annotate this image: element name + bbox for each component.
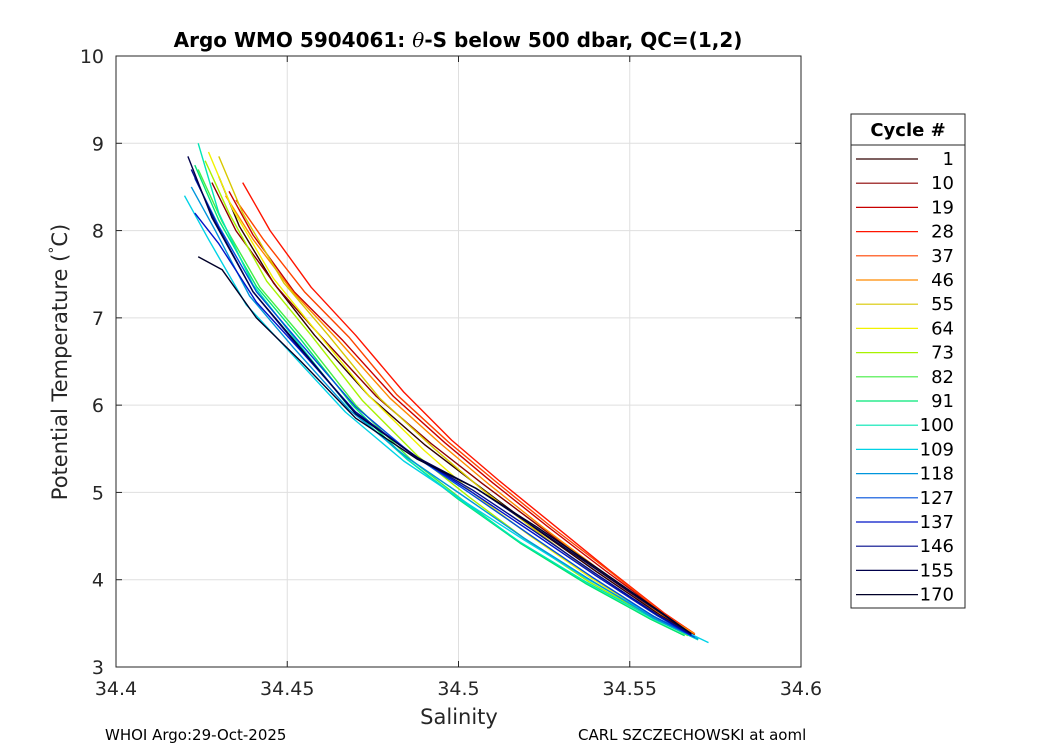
legend-label-cycle-64: 64: [931, 318, 954, 339]
legend-label-cycle-37: 37: [931, 246, 954, 267]
series-line-cycle-19: [228, 190, 696, 635]
series-line-cycle-155: [187, 156, 692, 635]
y-tick-label: 7: [92, 308, 104, 330]
series-line-cycle-28: [242, 182, 696, 635]
series-lines: [183, 143, 709, 644]
legend-items: 1 10 19 28 37 46 55 64 73 82 91 100 109 118 127 137 146 1…: [856, 149, 954, 606]
legend-label-cycle-100: 100: [920, 415, 954, 436]
legend-label-cycle-82: 82: [931, 367, 954, 388]
legend-label-cycle-155: 155: [920, 560, 954, 581]
legend-label-cycle-19: 19: [931, 197, 954, 218]
x-tick-label: 34.5: [437, 678, 479, 700]
legend-label-cycle-109: 109: [920, 439, 954, 460]
series-line-cycle-170: [197, 256, 692, 635]
legend-label-cycle-1: 1: [943, 149, 954, 170]
x-tick-label: 34.45: [260, 678, 314, 700]
x-axis-label: Salinity: [420, 705, 498, 729]
legend-title: Cycle #: [870, 120, 945, 141]
legend: Cycle # 1 10 19 28 37 46 55 64 73 82 91 100 109 118 12…: [850, 113, 966, 609]
chart-title: Argo WMO 5904061: θ-S below 500 dbar, QC…: [174, 28, 743, 52]
footer-left: WHOI Argo:29-Oct-2025: [105, 726, 286, 744]
x-tick-label: 34.4: [95, 678, 137, 700]
x-tick-label: 34.55: [603, 678, 657, 700]
legend-label-cycle-118: 118: [920, 464, 954, 485]
y-axis-label: Potential Temperature (°C): [47, 224, 72, 500]
series-line-cycle-64: [207, 151, 689, 637]
series-line-cycle-37: [235, 199, 696, 635]
series-line-cycle-100: [197, 143, 699, 641]
x-tick-label: 34.6: [780, 678, 822, 700]
footer-right: CARL SZCZECHOWSKI at aoml: [578, 726, 806, 744]
y-tick-label: 3: [92, 657, 104, 679]
tick-marks: [115, 55, 802, 668]
y-tick-label: 6: [92, 395, 104, 417]
legend-label-cycle-73: 73: [931, 343, 954, 364]
y-tick-label: 9: [92, 133, 104, 155]
series-line-cycle-73: [204, 160, 689, 637]
y-tick-label: 5: [92, 482, 104, 504]
legend-label-cycle-137: 137: [920, 512, 954, 533]
legend-label-cycle-146: 146: [920, 536, 954, 557]
legend-box: [850, 113, 966, 609]
legend-label-cycle-28: 28: [931, 222, 954, 243]
legend-label-cycle-55: 55: [931, 294, 954, 315]
legend-label-cycle-46: 46: [931, 270, 954, 291]
legend-label-cycle-127: 127: [920, 488, 954, 509]
legend-label-cycle-170: 170: [920, 585, 954, 606]
legend-label-cycle-91: 91: [931, 391, 954, 412]
x-tick-labels: 34.4 34.45 34.5 34.55 34.6: [95, 678, 822, 700]
legend-label-cycle-10: 10: [931, 173, 954, 194]
y-tick-labels: 3 4 5 6 7 8 9 10: [80, 46, 104, 679]
y-tick-label: 10: [80, 46, 104, 68]
y-tick-label: 4: [92, 570, 104, 592]
y-tick-label: 8: [92, 221, 104, 243]
series-line-cycle-1: [218, 176, 692, 635]
